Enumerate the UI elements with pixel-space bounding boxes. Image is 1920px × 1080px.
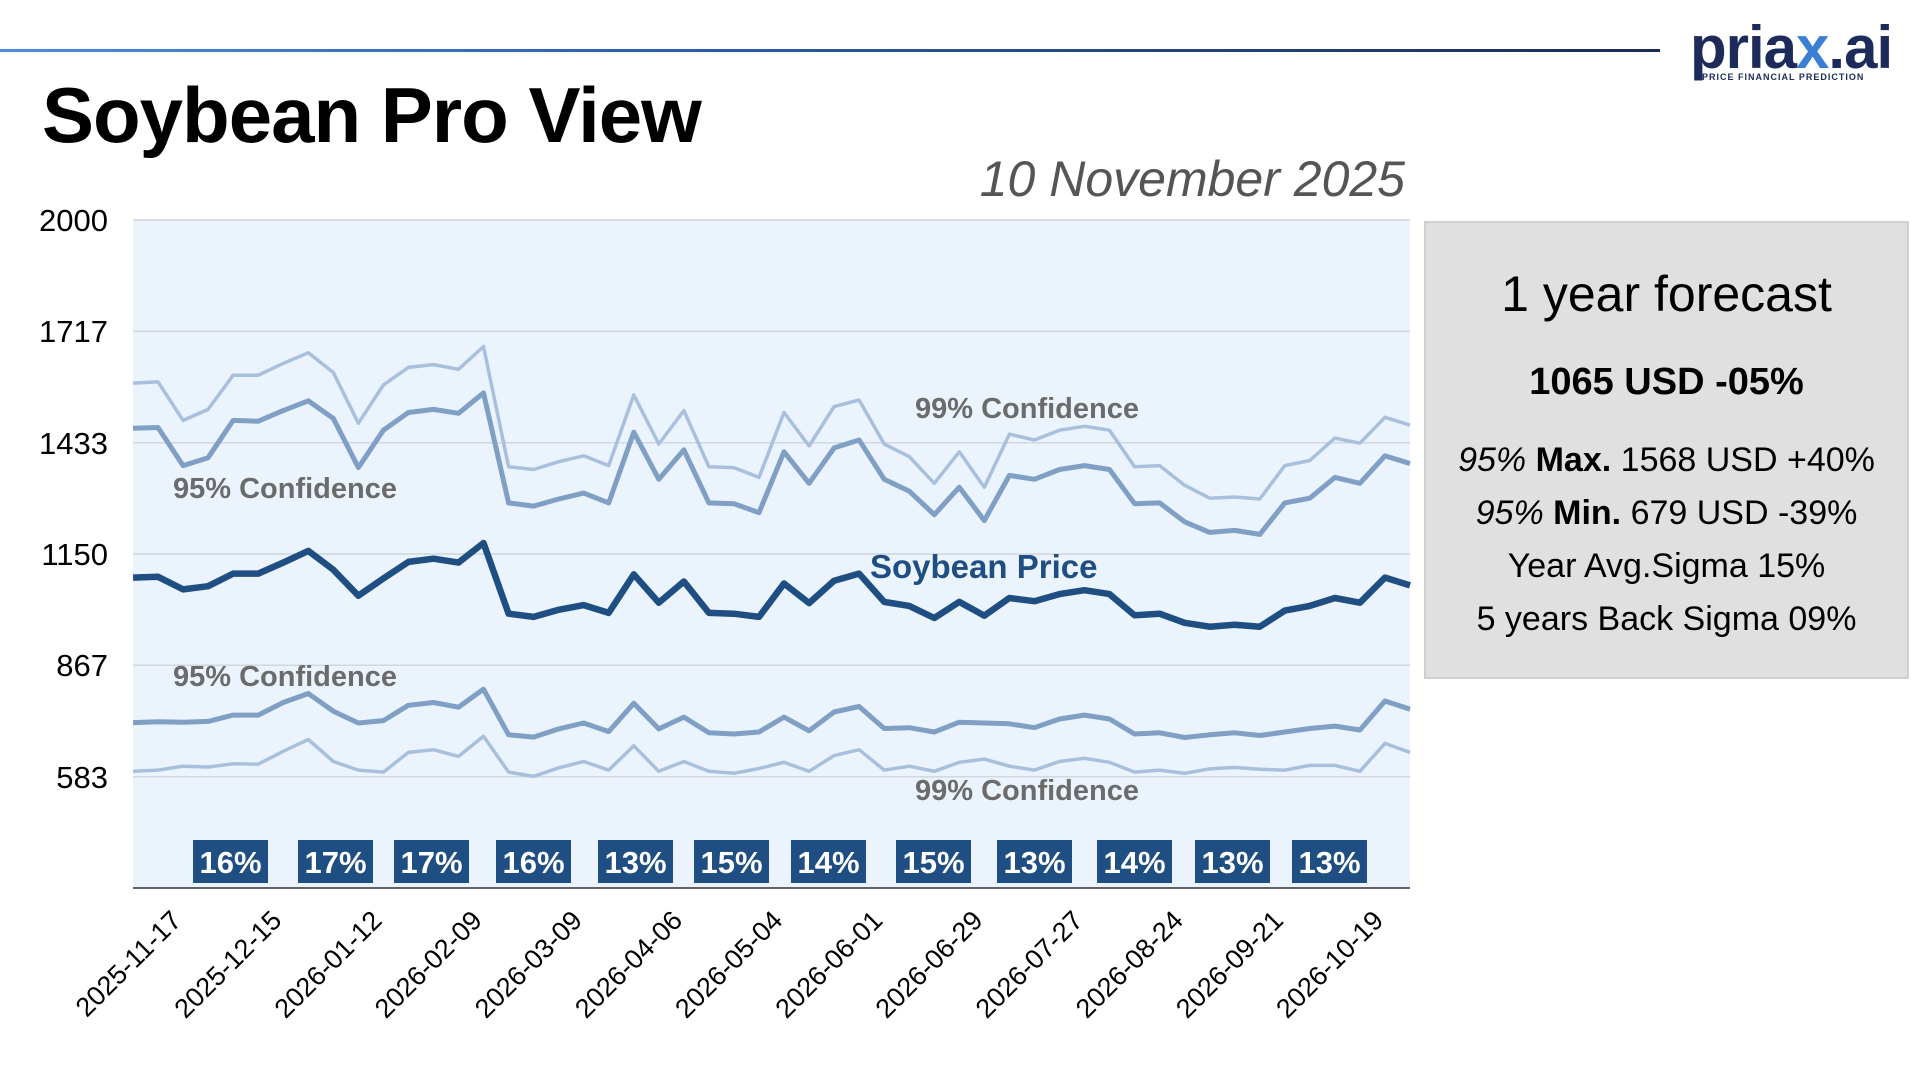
forecast-max: 95% Max. 1568 USD +40% [1458,441,1875,479]
sigma-badge-bg [1292,840,1367,883]
sigma-badge-bg [791,840,866,883]
logo-wordmark: priax.ai [1690,14,1893,81]
report-date: 10 November 2025 [979,151,1405,207]
sigma-badge-text: 15% [700,845,762,880]
sigma-badge: 15% [896,840,971,883]
x-tick-label: 2026-06-01 [769,905,888,1024]
x-tick-label: 2026-09-21 [1170,905,1289,1024]
sigma-badge-bg [694,840,769,883]
x-tick-label: 2026-01-12 [269,905,388,1024]
sigma-badge-bg [997,840,1072,883]
sigma-badge: 17% [394,840,469,883]
forecast-value: 1065 USD -05% [1529,361,1804,403]
sigma-badge-bg [193,840,268,883]
sigma-badge-text: 14% [797,845,859,880]
y-tick-label: 1717 [39,314,108,349]
sigma-badge: 14% [791,840,866,883]
sigma-badge-bg [496,840,571,883]
forecast-year-sigma: Year Avg.Sigma 15% [1507,547,1826,585]
x-tick-label: 2026-03-09 [469,905,588,1024]
label-95-lower: 95% Confidence [173,661,397,693]
sigma-badge: 16% [496,840,571,883]
page-title: Soybean Pro View [42,71,702,159]
sigma-badge: 13% [1195,840,1270,883]
x-tick-label: 2026-07-27 [970,905,1089,1024]
y-tick-label: 2000 [39,203,108,238]
y-tick-label: 867 [56,648,108,683]
x-tick-label: 2026-06-29 [870,905,989,1024]
x-tick-label: 2026-02-09 [369,905,488,1024]
sigma-badge: 13% [1292,840,1367,883]
y-tick-label: 1150 [41,537,108,572]
price-forecast-chart: 2000 1717 1433 1150 867 583 99% Confidence 95% … [39,203,1411,1024]
lower-95-line [132,686,1411,740]
x-tick-label: 2026-05-04 [669,905,788,1024]
label-95-upper: 95% Confidence [173,473,397,505]
sigma-badge-bg [598,840,673,883]
y-tick-label: 1433 [39,426,108,461]
sigma-badge: 13% [598,840,673,883]
lower-99-line [132,734,1411,779]
sigma-badge-text: 17% [304,845,366,880]
sigma-badge-text: 13% [1003,845,1065,880]
upper-99-line [132,344,1411,501]
sigma-badge-text: 14% [1103,845,1165,880]
label-99-upper: 99% Confidence [915,393,1139,425]
x-tick-label: 2026-10-19 [1270,905,1389,1024]
sigma-badge-text: 13% [1298,845,1360,880]
sigma-badge-text: 13% [1201,845,1263,880]
sigma-badge: 13% [997,840,1072,883]
priax-logo: priax.ai PRICE FINANCIAL PREDICTION [1690,14,1893,86]
forecast-min: 95% Min. 679 USD -39% [1475,494,1858,532]
sigma-badge-bg [1195,840,1270,883]
forecast-panel: 1 year forecast 1065 USD -05% 95% Max. 1… [1424,221,1909,679]
price-line [132,539,1411,630]
sigma-badge: 16% [193,840,268,883]
forecast-heading: 1 year forecast [1501,266,1832,322]
x-tick-label: 2026-04-06 [569,905,688,1024]
sigma-badge-text: 15% [902,845,964,880]
sigma-badge-bg [394,840,469,883]
sigma-badge-bg [896,840,971,883]
y-tick-label: 583 [56,760,108,795]
x-tick-label: 2025-12-15 [169,905,288,1024]
x-tick-label: 2026-08-24 [1070,905,1189,1024]
forecast-back-sigma: 5 years Back Sigma 09% [1476,600,1857,638]
sigma-badge: 17% [298,840,373,883]
label-99-lower: 99% Confidence [915,775,1139,807]
sigma-badge-text: 13% [604,845,666,880]
sigma-badge-text: 16% [502,845,564,880]
logo-tagline: PRICE FINANCIAL PREDICTION [1702,72,1865,82]
upper-95-line [132,390,1411,537]
sigma-badge-text: 17% [400,845,462,880]
sigma-badge: 14% [1097,840,1172,883]
sigma-badge-bg [1097,840,1172,883]
label-soybean-price: Soybean Price [870,548,1097,585]
sigma-badge-bg [298,840,373,883]
sigma-badge: 15% [694,840,769,883]
sigma-badge-text: 16% [199,845,261,880]
header-rule [0,49,1660,52]
